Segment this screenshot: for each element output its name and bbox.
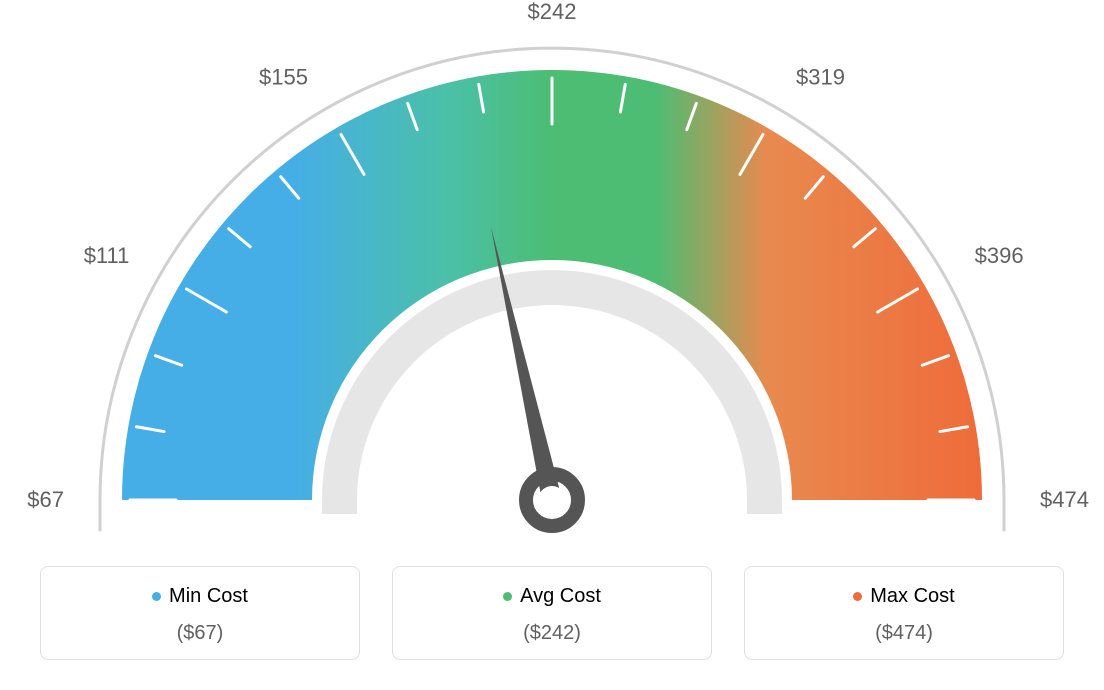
legend-dot-min (152, 592, 161, 601)
legend-box-max: Max Cost ($474) (744, 566, 1064, 660)
legend-label-min: Min Cost (169, 585, 248, 607)
legend-title-max: Max Cost (745, 585, 1063, 608)
legend-label-avg: Avg Cost (520, 585, 601, 607)
legend-title-min: Min Cost (41, 585, 359, 608)
legend-title-avg: Avg Cost (393, 585, 711, 608)
cost-gauge: $67 $111 $155 $242 $319 $396 $474 (0, 0, 1104, 545)
legend-label-max: Max Cost (870, 585, 954, 607)
svg-text:$242: $242 (528, 0, 577, 24)
svg-text:$67: $67 (27, 487, 64, 512)
svg-text:$319: $319 (796, 64, 845, 89)
svg-text:$474: $474 (1040, 487, 1089, 512)
legend-dot-max (853, 592, 862, 601)
svg-text:$111: $111 (84, 243, 130, 268)
legend-box-avg: Avg Cost ($242) (392, 566, 712, 660)
legend-dot-avg (503, 592, 512, 601)
legend-box-min: Min Cost ($67) (40, 566, 360, 660)
legend-value-min: ($67) (41, 622, 359, 645)
svg-text:$155: $155 (259, 64, 308, 89)
legend: Min Cost ($67) Avg Cost ($242) Max Cost … (0, 566, 1104, 660)
legend-value-avg: ($242) (393, 622, 711, 645)
legend-value-max: ($474) (745, 622, 1063, 645)
gauge-svg: $67 $111 $155 $242 $319 $396 $474 (0, 0, 1104, 545)
svg-text:$396: $396 (975, 243, 1024, 268)
